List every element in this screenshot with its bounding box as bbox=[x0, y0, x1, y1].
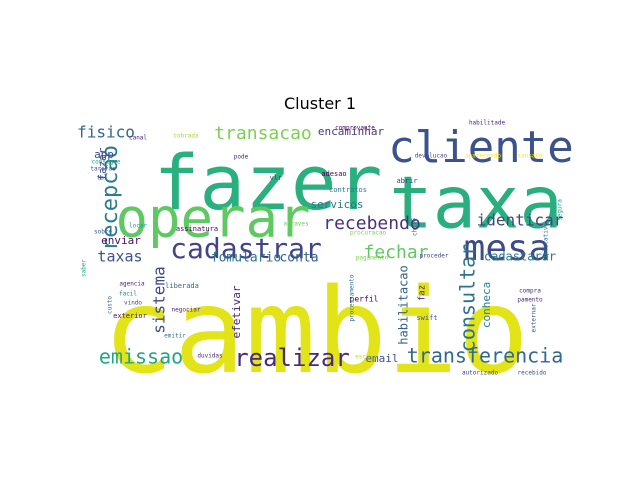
cloud-word-contratos: contratos bbox=[329, 186, 367, 194]
cloud-word-saber: saber bbox=[81, 259, 88, 277]
cloud-word-cliente: cliente bbox=[388, 122, 573, 173]
cloud-word-fazer: fazer bbox=[154, 138, 383, 227]
cloud-word-custo: custo bbox=[107, 296, 114, 314]
cloud-word-cadastrar: cadastrar bbox=[170, 232, 322, 265]
cloud-word-canal: canal bbox=[129, 135, 147, 142]
cloud-word-atraves: atraves bbox=[283, 221, 309, 228]
cloud-word-compra: compra bbox=[519, 288, 541, 295]
cloud-word-adesao: adesao bbox=[321, 170, 346, 178]
cloud-word-devolucao: devolucao bbox=[415, 153, 448, 160]
cloud-word-servicos: servicos bbox=[311, 198, 364, 211]
cloud-word-autorizado: autorizado bbox=[462, 370, 499, 377]
cloud-word-fechar: fechar bbox=[363, 242, 428, 263]
cloud-word-processamento: processamento bbox=[349, 274, 356, 321]
cloud-word-habilitade: habilitade bbox=[469, 120, 506, 127]
cloud-word-agencia: agencia bbox=[119, 281, 145, 288]
cloud-word-conheca: conheca bbox=[480, 282, 493, 328]
cloud-word-cobrada: cobrada bbox=[173, 133, 199, 140]
cloud-word-fomulario: fomulario bbox=[211, 251, 281, 266]
cloud-word-pamento: pamento bbox=[517, 297, 543, 304]
cloud-word-consultar: consultar bbox=[456, 244, 480, 352]
cloud-word-tal: tal bbox=[97, 175, 108, 182]
cloud-word-app: app bbox=[94, 148, 114, 161]
cloud-word-perfil: perfil bbox=[350, 295, 379, 304]
cloud-word-aplicativo: aplicativo bbox=[543, 223, 550, 260]
cloud-word-pagamento: pagamento bbox=[356, 255, 389, 262]
cloud-word-email: email bbox=[365, 352, 398, 365]
chart-title: Cluster 1 bbox=[283, 94, 357, 113]
cloud-word-abrir: abrir bbox=[396, 177, 417, 185]
cloud-word-cambio: cambio bbox=[103, 262, 529, 400]
cloud-word-assinatura: assinatura bbox=[176, 225, 218, 233]
cloud-word-consegue: consegue bbox=[92, 159, 121, 166]
cloud-word-liberada: liberada bbox=[165, 282, 199, 290]
cloud-word-negociar: negociar bbox=[172, 307, 201, 314]
cloud-word-facil: facil bbox=[119, 291, 137, 298]
cloud-word-exterior: exterior bbox=[113, 312, 147, 320]
cloud-word-sobre: sobre bbox=[94, 229, 112, 236]
cloud-word-duvidas: duvidas bbox=[197, 353, 223, 360]
cloud-word-sansaro: sansaro bbox=[517, 153, 543, 160]
cloud-word-segura: segura bbox=[557, 199, 564, 221]
cloud-word-recebido: recebido bbox=[518, 370, 547, 377]
cloud-word-recepcao: recepcao bbox=[98, 145, 123, 251]
cloud-word-habilitacao: habilitacao bbox=[397, 265, 411, 344]
cloud-word-recebendo: recebendo bbox=[323, 213, 421, 234]
cloud-word-escola: escola bbox=[355, 354, 377, 361]
cloud-word-transacao: transacao bbox=[214, 123, 312, 144]
cloud-word-comprovante: comprovante bbox=[335, 125, 375, 132]
cloud-word-efetivar: efetivar bbox=[230, 285, 243, 338]
cloud-word-taxas: taxas bbox=[97, 248, 142, 266]
cloud-word-locar: locar bbox=[129, 223, 147, 230]
cloud-word-faz: faz bbox=[418, 285, 428, 301]
cloud-word-realizar: realizar bbox=[234, 344, 350, 372]
cloud-word-externar: externar bbox=[531, 303, 538, 332]
cloud-word-taxa: taxa bbox=[389, 161, 562, 245]
cloud-word-cadastarar: cadastarar bbox=[484, 250, 556, 264]
cloud-word-fisico: fisico bbox=[77, 123, 135, 142]
cloud-word-swift: swift bbox=[416, 314, 437, 322]
cloud-word-procuracao: procuracao bbox=[350, 230, 387, 237]
cloud-word-emitir: emitir bbox=[164, 333, 186, 340]
cloud-word-vlr: vlr bbox=[270, 174, 283, 182]
cloud-word-vindo: vindo bbox=[124, 300, 142, 307]
cloud-word-operar: operar bbox=[115, 187, 310, 250]
cloud-word-encaminhar: encaminhar bbox=[318, 125, 385, 138]
cloud-word-chile: chile bbox=[412, 218, 419, 236]
cloud-word-transferencia: transferencia bbox=[407, 344, 564, 368]
cloud-word-emissao: emissao bbox=[99, 345, 183, 369]
cloud-word-identicar: identicar bbox=[477, 211, 564, 230]
cloud-word-mesa: mesa bbox=[464, 228, 551, 269]
cloud-word-aparecendo: aparecendo bbox=[465, 153, 502, 160]
cloud-word-fazar: fazar bbox=[96, 147, 109, 180]
cloud-word-enviar: enviar bbox=[101, 234, 141, 247]
cloud-word-tarifas: tarifas bbox=[90, 166, 116, 173]
cloud-word-proceder: proceder bbox=[420, 253, 449, 260]
cloud-word-pode: pode bbox=[234, 154, 249, 161]
cloud-word-sistema: sistema bbox=[150, 266, 169, 333]
cloud-word-conta: conta bbox=[279, 251, 318, 266]
